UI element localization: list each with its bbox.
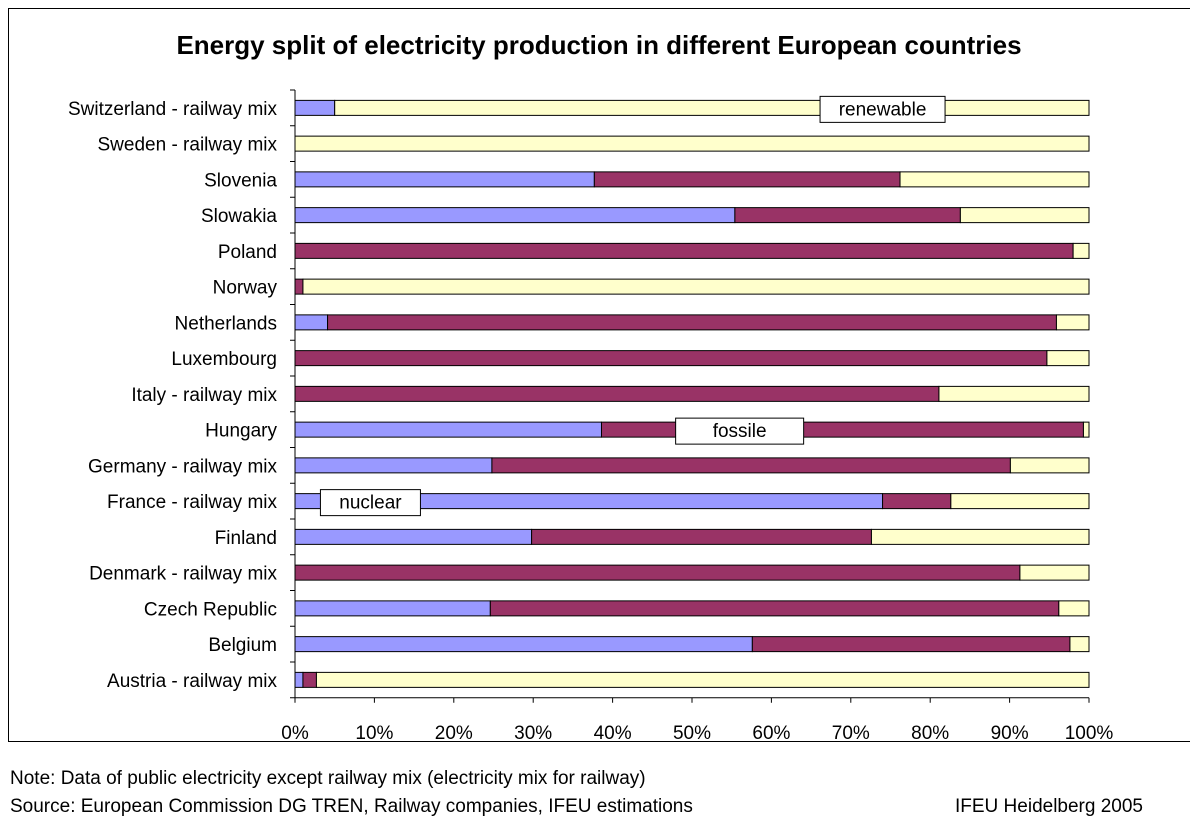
x-tick-label-100: 100% <box>1065 723 1114 744</box>
category-label-luxembourg: Luxembourg <box>171 349 277 370</box>
bar-fossile-poland <box>294 242 1074 259</box>
bar-renewable-luxembourg <box>1046 350 1090 367</box>
bar-nuclear-netherlands <box>294 314 329 331</box>
category-label-slovenia: Slovenia <box>204 170 277 191</box>
bar-renewable-netherlands <box>1055 314 1090 331</box>
series-label-box-nuclear <box>319 489 421 517</box>
category-label-finland: Finland <box>215 528 277 549</box>
bar-fossile-denmark-railway-mix <box>294 564 1021 581</box>
bar-fossile-luxembourg <box>294 350 1048 367</box>
category-label-poland: Poland <box>218 242 277 263</box>
bar-fossile-austria-railway-mix <box>302 671 317 688</box>
bar-nuclear-germany-railway-mix <box>294 457 493 474</box>
credit-text: IFEU Heidelberg 2005 <box>955 796 1143 817</box>
bar-renewable-hungary <box>1082 421 1090 438</box>
bar-renewable-germany-railway-mix <box>1009 457 1090 474</box>
bar-renewable-belgium <box>1069 636 1090 653</box>
category-label-switzerland-railway-mix: Switzerland - railway mix <box>68 99 278 120</box>
bar-renewable-sweden-railway-mix <box>294 135 1090 152</box>
x-tick-label-80: 80% <box>911 723 949 744</box>
bar-nuclear-belgium <box>294 636 753 653</box>
bar-nuclear-switzerland-railway-mix <box>294 99 336 116</box>
chart-frame <box>8 8 1190 742</box>
x-tick-label-10: 10% <box>355 723 393 744</box>
category-label-italy-railway-mix: Italy - railway mix <box>131 385 277 406</box>
chart-title: Energy split of electricity production i… <box>176 30 1022 60</box>
bar-fossile-finland <box>531 528 872 545</box>
series-label-nuclear: nuclear <box>339 493 402 514</box>
note-text: Note: Data of public electricity except … <box>10 768 646 789</box>
series-label-box-renewable <box>819 95 946 123</box>
bar-fossile-germany-railway-mix <box>491 457 1011 474</box>
bar-renewable-poland <box>1072 242 1090 259</box>
bar-nuclear-finland <box>294 528 533 545</box>
bar-renewable-denmark-railway-mix <box>1019 564 1090 581</box>
category-label-slowakia: Slowakia <box>201 206 277 227</box>
category-label-france-railway-mix: France - railway mix <box>107 492 277 513</box>
bar-nuclear-hungary <box>294 421 602 438</box>
bar-nuclear-czech-republic <box>294 600 491 617</box>
bar-fossile-slowakia <box>734 207 961 224</box>
category-label-belgium: Belgium <box>208 635 277 656</box>
bar-fossile-france-railway-mix <box>882 493 952 510</box>
bar-fossile-netherlands <box>327 314 1057 331</box>
category-label-netherlands: Netherlands <box>175 313 277 334</box>
bar-fossile-norway <box>294 278 304 295</box>
source-text: Source: European Commission DG TREN, Rai… <box>10 796 693 817</box>
x-tick-label-30: 30% <box>514 723 552 744</box>
x-tick-label-50: 50% <box>673 723 711 744</box>
bar-fossile-slovenia <box>593 171 901 188</box>
bar-renewable-slowakia <box>959 207 1090 224</box>
series-label-fossile: fossile <box>713 421 767 442</box>
x-tick-label-40: 40% <box>594 723 632 744</box>
bar-fossile-belgium <box>751 636 1071 653</box>
x-tick-label-20: 20% <box>435 723 473 744</box>
bar-fossile-hungary <box>600 421 1084 438</box>
bar-nuclear-austria-railway-mix <box>294 671 304 688</box>
category-label-czech-republic: Czech Republic <box>144 599 277 620</box>
bar-renewable-austria-railway-mix <box>315 671 1090 688</box>
bar-fossile-czech-republic <box>489 600 1060 617</box>
bar-renewable-france-railway-mix <box>950 493 1090 510</box>
bar-renewable-italy-railway-mix <box>938 385 1090 402</box>
bar-nuclear-slovenia <box>294 171 595 188</box>
x-tick-label-90: 90% <box>991 723 1029 744</box>
x-tick-label-70: 70% <box>832 723 870 744</box>
category-label-denmark-railway-mix: Denmark - railway mix <box>89 564 277 585</box>
series-label-box-fossile <box>675 417 805 445</box>
bar-renewable-czech-republic <box>1058 600 1090 617</box>
category-label-germany-railway-mix: Germany - railway mix <box>88 456 277 477</box>
x-tick-label-60: 60% <box>752 723 790 744</box>
bar-renewable-finland <box>870 528 1090 545</box>
category-label-austria-railway-mix: Austria - railway mix <box>107 671 277 692</box>
bar-fossile-italy-railway-mix <box>294 385 940 402</box>
bar-renewable-slovenia <box>899 171 1090 188</box>
x-tick-label-0: 0% <box>281 723 309 744</box>
category-label-sweden-railway-mix: Sweden - railway mix <box>98 135 278 156</box>
category-label-hungary: Hungary <box>205 421 277 442</box>
bar-renewable-norway <box>302 278 1090 295</box>
series-label-renewable: renewable <box>839 99 927 120</box>
bar-nuclear-slowakia <box>294 207 736 224</box>
bar-renewable-switzerland-railway-mix <box>334 99 1090 116</box>
category-label-norway: Norway <box>213 278 278 299</box>
